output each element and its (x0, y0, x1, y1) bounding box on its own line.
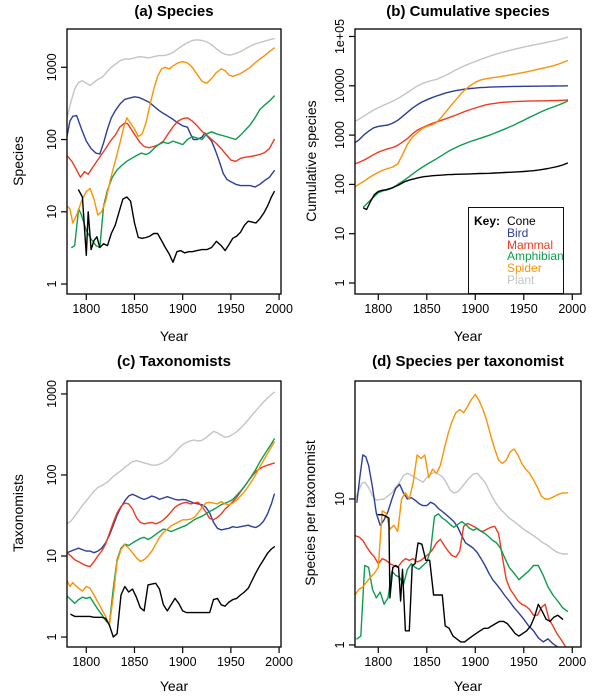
series-line-plant (355, 471, 569, 555)
series-line-spider (67, 441, 275, 626)
series-group-b (355, 36, 569, 211)
panel-species: (a) Species Species 1800 1850 1900 1950 2000… (0, 0, 300, 350)
x-tick-label: 1800 (72, 302, 100, 316)
panel-species-per-taxonomist-plot: 1800 1850 1900 1950 2000 1 10 (333, 380, 586, 669)
legend-row-plant: Plant (469, 272, 563, 287)
x-tick-label: 2000 (265, 302, 293, 316)
legend-row-bird: Bird (469, 225, 563, 240)
panel-cumulative-species: (b) Cumulative species Cumulative specie… (300, 0, 600, 350)
series-line-bird (355, 85, 569, 144)
series-line-bird (67, 96, 275, 188)
series-line-amphibian (363, 100, 569, 208)
y-tick-label: 100 (45, 465, 59, 486)
panel-species-per-taxonomist-title: (d) Species per taxonomist (372, 353, 564, 370)
x-tick-label: 1950 (510, 655, 538, 669)
series-line-bird (67, 493, 275, 554)
y-tick-label: 10 (45, 549, 59, 563)
legend-entry-mammal: Mammal (507, 237, 554, 252)
x-tick-label: 2000 (265, 655, 293, 669)
series-line-cone (363, 162, 569, 211)
panel-species-xlabel: Year (159, 328, 189, 344)
plot-box (66, 28, 282, 295)
legend-row-amphibian: Amphibian (469, 249, 564, 264)
y-tick-label: 1000 (333, 121, 347, 149)
x-tick-label: 1900 (461, 302, 489, 316)
legend-row-cone: Key: Cone (469, 214, 563, 228)
series-line-amphibian (71, 95, 275, 249)
y-tick-label: 100 (45, 129, 59, 150)
series-line-mammal (355, 99, 569, 165)
series-line-spider (355, 59, 569, 188)
legend-row-mammal: Mammal (469, 237, 563, 252)
x-tick-label: 1900 (169, 655, 197, 669)
x-tick-label: 1950 (217, 655, 245, 669)
series-line-amphibian (67, 438, 275, 625)
series-line-mammal (67, 117, 275, 179)
x-tick-label: 1900 (461, 655, 489, 669)
x-tick-label: 1850 (121, 655, 149, 669)
x-tick-label: 1800 (72, 655, 100, 669)
panel-cumulative-species-plot: 1800 1850 1900 1950 2000 1 10 100 1000 10000 1e+05 (333, 19, 586, 316)
x-tick-label: 1850 (413, 655, 441, 669)
y-tick-label: 1 (333, 279, 347, 286)
x-tick-label: 2000 (558, 655, 586, 669)
panel-taxonomists: (c) Taxonomists Taxonomists 1800 1850 1900… (0, 350, 300, 700)
x-tick-label: 1950 (510, 302, 538, 316)
series-group-a (67, 37, 275, 263)
legend-entry-bird: Bird (507, 225, 529, 240)
y-tick-label: 10000 (333, 68, 347, 103)
series-line-cone (77, 189, 275, 263)
panel-taxonomists-title: (c) Taxonomists (117, 353, 231, 370)
series-line-plant (67, 37, 275, 119)
series-line-mammal (355, 522, 567, 647)
panel-species-plot: 1800 1850 1900 1950 2000 1 10 100 1000 (45, 28, 293, 316)
panel-species-per-taxonomist: (d) Species per taxonomist Species per t… (300, 350, 600, 700)
panel-cumulative-species-title: (b) Cumulative species (386, 3, 550, 20)
x-tick-label: 2000 (558, 302, 586, 316)
plot-box (354, 380, 582, 648)
panel-cumulative-species-xlabel: Year (453, 328, 483, 344)
plot-box (66, 380, 282, 648)
series-line-plant (67, 391, 275, 525)
panel-species-title: (a) Species (134, 3, 214, 20)
y-tick-label: 10 (45, 205, 59, 219)
legend-box: Key: Cone Bird Mammal Amphibian Spider P… (468, 207, 564, 294)
x-tick-label: 1900 (169, 302, 197, 316)
y-tick-label: 100 (333, 174, 347, 195)
series-line-spider (355, 393, 569, 596)
panel-species-per-taxonomist-xlabel: Year (453, 678, 483, 694)
plot-box (354, 28, 582, 295)
x-tick-label: 1850 (121, 302, 149, 316)
legend-entry-spider: Spider (507, 261, 542, 276)
legend-entry-cone: Cone (507, 214, 536, 228)
x-tick-label: 1800 (364, 655, 392, 669)
y-tick-label: 10 (333, 227, 347, 241)
x-tick-label: 1850 (413, 302, 441, 316)
x-tick-label: 1800 (364, 302, 392, 316)
y-tick-label: 1000 (45, 53, 59, 81)
y-tick-label: 1 (333, 641, 347, 648)
panel-taxonomists-xlabel: Year (159, 678, 189, 694)
series-group-d (355, 393, 569, 647)
legend-entry-amphibian: Amphibian (507, 249, 564, 264)
series-line-cone (377, 513, 564, 643)
legend-entry-plant: Plant (507, 272, 535, 287)
series-group-c (67, 391, 275, 638)
y-tick-label: 1 (45, 634, 59, 641)
series-line-spider (67, 47, 275, 224)
series-line-plant (355, 36, 569, 123)
y-tick-label: 10 (333, 492, 347, 506)
panel-taxonomists-plot: 1800 1850 1900 1950 2000 1 10 100 1000 (45, 380, 293, 669)
y-tick-label: 1 (45, 281, 59, 288)
y-tick-label: 1000 (45, 380, 59, 408)
legend-row-spider: Spider (469, 261, 563, 276)
x-tick-label: 1950 (217, 302, 245, 316)
series-line-cone (70, 546, 275, 638)
y-tick-label: 1e+05 (333, 19, 347, 54)
legend-key-label: Key: (474, 214, 501, 228)
